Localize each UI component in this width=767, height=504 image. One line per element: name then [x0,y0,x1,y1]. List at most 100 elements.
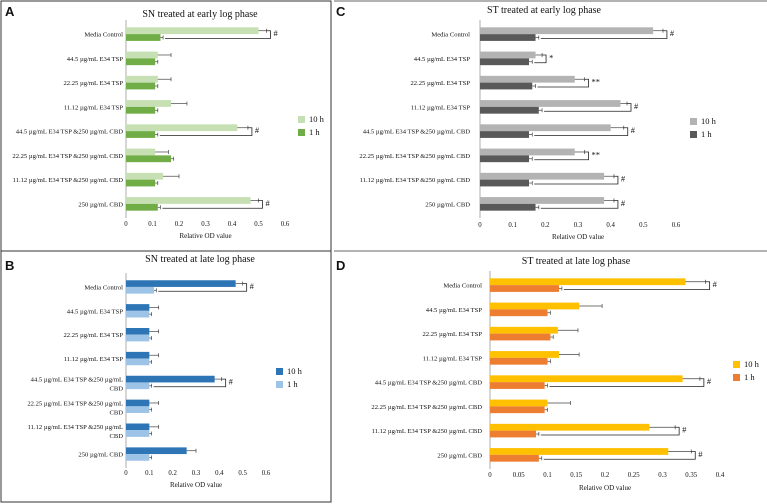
bar-10h [480,148,575,156]
bar-10h [490,423,650,431]
significance-bracket [159,127,253,136]
chart-title: SN treated at early log phase [142,9,258,20]
significance-marker: # [273,28,278,38]
bar-10h [126,351,150,359]
significance-marker: # [621,198,626,208]
bar-10h [126,100,172,107]
bar-1h [490,285,559,292]
x-tick-label: 0 [124,221,128,228]
panel-letter-A: A [5,4,15,19]
category-label: CBD [109,409,123,416]
x-tick-label: 0.35 [685,472,697,479]
bar-1h [490,357,548,365]
x-axis-label: Relative OD value [552,233,604,241]
chart-title: ST treated at early log phase [487,5,602,16]
bar-10h [126,124,238,132]
x-tick-label: 0.2 [168,470,177,477]
category-label: 11.12 µg/mL E34 TSP [64,104,124,111]
legend-swatch-1h [690,131,697,138]
category-label: 22.25 µg/mL E34 TSP &250 µg/mL [27,400,123,407]
x-tick-label: 0.3 [574,222,583,229]
significance-marker: # [634,101,639,111]
x-tick-label: 0.3 [201,221,210,228]
bar-1h [126,34,161,41]
category-label: 250 µg/mL CBD [437,452,482,459]
x-tick-label: 0.6 [672,222,681,229]
category-label: 44.5 µg/mL E34 TSP [426,307,483,314]
category-label: 250 µg/mL CBD [78,452,123,459]
x-tick-label: 0.4 [716,472,725,479]
bar-1h [126,358,150,366]
bar-1h [480,106,539,114]
x-tick-label: 0.05 [513,472,525,479]
legend-label: 1 h [701,129,712,139]
x-tick-label: 0.6 [281,221,290,228]
legend-label: 10 h [309,114,325,124]
x-tick-label: 0 [124,470,128,477]
panel-C: C ST treated at early log phase 0 0.1 0.2 0.3… [336,4,717,241]
category-label: Media Control [84,32,123,39]
category-label: 44.5 µg/mL E34 TSP [67,56,124,63]
bar-1h [126,82,156,90]
category-label: 11.12 µg/mL E34 TSP [411,104,471,111]
bar-10h [126,328,150,335]
category-label: 11.12 µg/mL E34 TSP [423,355,483,362]
bar-10h [126,447,187,455]
panel-letter-C: C [336,4,346,19]
x-tick-label: 0.2 [175,221,184,228]
significance-marker: # [250,281,255,291]
category-label: 11.12 µg/mL E34 TSP &250 µg/mL [28,424,123,431]
bar-10h [490,399,548,407]
category-label: 44.5 µg/mL E34 TSP &250 µg/mL CBD [375,380,483,387]
bar-1h [126,406,150,413]
x-axis-label: Relative OD value [579,484,631,492]
chart-title: SN treated at late log phase [145,254,255,265]
x-tick-label: 0.3 [658,472,667,479]
significance-marker: # [255,125,260,135]
category-label: 22.25 µg/mL E34 TSP [411,80,471,87]
bar-10h [480,197,605,204]
bar-1h [126,430,150,437]
bar-1h [490,406,545,414]
bar-1h [126,454,150,461]
bar-1h [126,310,150,318]
x-tick-label: 0.2 [541,222,550,229]
legend-swatch-1h [733,374,740,381]
x-tick-label: 0.3 [192,470,201,477]
category-label: 11.12 µg/mL E34 TSP &250 µg/mL CBD [372,428,483,435]
x-tick-label: 0.1 [148,221,157,228]
significance-bracket [153,378,227,388]
panel-letter-D: D [336,258,345,273]
bar-10h [126,399,150,407]
bar-1h [480,58,529,66]
bar-1h [480,179,529,187]
significance-bracket [162,200,263,209]
panel-B-frame [0,250,332,503]
bar-10h [126,375,215,383]
category-label: 250 µg/mL CBD [425,201,470,208]
bar-1h [126,58,156,66]
panel-D: D ST treated at late log phase 0 0.05 0.1 0.1… [336,256,760,492]
significance-bracket [540,426,680,436]
legend-label: 10 h [701,116,717,126]
legend-label: 10 h [744,359,760,369]
x-tick-label: 0.6 [262,470,271,477]
significance-bracket [534,54,547,64]
category-label: 44.5 µg/mL E34 TSP &250 µg/mL CBD [16,129,124,136]
bar-10h [126,280,236,287]
category-label: 44.5 µg/mL E34 TSP [67,308,124,315]
panel-A: A SN treated at early log phase 0 0.1 0.2 0.3… [5,4,325,240]
significance-marker: # [713,279,718,289]
category-label: 11.12 µg/mL E34 TSP &250 µg/mL CBD [360,177,471,184]
bar-1h [126,131,156,138]
legend-swatch-10h [733,361,740,368]
significance-bracket [563,281,711,290]
legend-swatch-10h [276,368,283,375]
category-label: 44.5 µg/mL E34 TSP [414,56,471,63]
significance-marker: * [549,52,553,62]
category-label: Media Control [443,283,482,290]
legend-label: 1 h [309,127,320,137]
significance-marker: # [631,125,636,135]
x-tick-label: 0 [478,222,482,229]
